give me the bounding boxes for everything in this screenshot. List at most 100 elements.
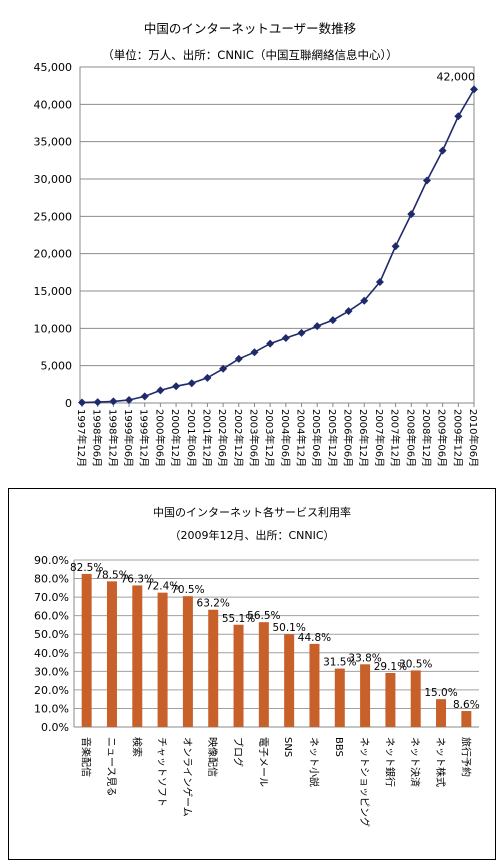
data-label: 44.8%: [298, 632, 331, 644]
y-tick-label: 50.0%: [34, 628, 69, 641]
chart-subtitle: （単位：万人、出所：CNNIC（中国互聯網絡信息中心））: [102, 48, 397, 62]
bar: [284, 634, 295, 727]
x-tick-label: ブログ: [232, 737, 245, 767]
x-tick-label: ネット決済: [409, 737, 422, 787]
data-label: 33.8%: [348, 652, 381, 664]
x-tick-label: 2008年12月: [420, 409, 433, 467]
bar: [410, 670, 421, 727]
data-point: [266, 339, 275, 348]
plot-area: [79, 66, 475, 404]
y-tick-label: 25,000: [34, 210, 73, 223]
y-tick-label: 0: [65, 397, 72, 410]
data-point: [109, 397, 118, 406]
x-tick-label: 電子メール: [257, 737, 269, 787]
y-tick-label: 40,000: [34, 98, 73, 111]
x-tick-label: オンラインゲーム: [181, 737, 193, 817]
y-tick-label: 30.0%: [34, 665, 69, 678]
data-point: [140, 392, 149, 401]
chart-subtitle: （2009年12月、出所：CNNIC）: [169, 528, 334, 542]
x-tick-label: 2001年06月: [185, 409, 198, 467]
bar: [233, 624, 244, 727]
data-point: [250, 348, 259, 357]
x-tick-label: 2002年12月: [232, 409, 245, 467]
x-tick-label: ネット銀行: [383, 737, 396, 787]
data-point: [125, 396, 134, 405]
x-tick-label: 2006年06月: [342, 409, 355, 467]
x-tick-label: 2003年12月: [263, 409, 276, 467]
y-tick-label: 10.0%: [34, 702, 69, 715]
data-label: 50.1%: [272, 622, 305, 634]
x-tick-label: ネット株式: [434, 737, 447, 787]
data-point: [234, 354, 243, 363]
data-point: [454, 112, 463, 121]
data-point: [297, 328, 306, 337]
bar: [360, 664, 371, 727]
data-point: [93, 398, 102, 407]
data-point: [344, 307, 353, 316]
data-label: 56.5%: [247, 610, 280, 622]
x-tick-label: 2010年06月: [467, 409, 480, 467]
y-tick-label: 80.0%: [34, 573, 69, 586]
x-tick-label: 2004年06月: [279, 409, 292, 467]
data-point: [219, 364, 228, 373]
y-tick-label: 5,000: [41, 360, 73, 373]
data-label: 30.5%: [399, 658, 432, 670]
x-tick-label: 2008年06月: [404, 409, 417, 467]
y-tick-label: 30,000: [34, 173, 73, 186]
bar: [208, 609, 219, 727]
x-tick-label: ネット小説: [307, 737, 320, 787]
x-tick-label: 旅行予約: [459, 737, 472, 777]
y-tick-label: 90.0%: [34, 554, 69, 567]
bar: [81, 573, 92, 727]
x-tick-label: 1998年12月: [106, 409, 119, 467]
y-tick-label: 40.0%: [34, 647, 69, 660]
y-tick-label: 10,000: [34, 322, 73, 335]
bar: [132, 585, 143, 727]
data-point: [422, 176, 431, 185]
data-label: 78.5%: [95, 569, 128, 581]
data-label: 8.6%: [453, 699, 480, 711]
x-tick-label: ニュース見る: [105, 737, 117, 797]
data-point: [470, 85, 478, 94]
data-point: [313, 322, 322, 331]
x-tick-label: 1999年12月: [138, 409, 151, 467]
bar: [309, 643, 320, 727]
x-tick-label: 2004年12月: [295, 409, 308, 467]
x-tick-label: 2007年06月: [373, 409, 386, 467]
data-point: [281, 334, 290, 343]
x-tick-label: 2009年12月: [451, 409, 464, 467]
data-point: [187, 379, 196, 388]
line-chart-svg: 中国のインターネットユーザー数推移 （単位：万人、出所：CNNIC（中国互聯網絡…: [34, 21, 481, 467]
y-tick-label: 60.0%: [34, 610, 69, 623]
x-tick-label: 2007年12月: [389, 409, 402, 467]
y-tick-label: 0.0%: [41, 721, 69, 734]
data-label: 63.2%: [197, 598, 230, 610]
x-tick-label: 映像配信: [206, 737, 218, 777]
data-point: [203, 373, 212, 382]
x-tick-label: 2000年06月: [153, 409, 166, 467]
x-tick-label: 2003年06月: [247, 409, 260, 467]
data-point: [375, 278, 384, 287]
data-label: 29.1%: [374, 661, 407, 673]
x-tick-label: 2005年06月: [310, 409, 323, 467]
x-tick-label: チャットソフト: [156, 737, 168, 807]
data-point: [407, 210, 416, 219]
data-point: [328, 316, 337, 325]
x-tick-label: SNS: [282, 737, 293, 757]
data-point: [391, 242, 400, 251]
y-tick-label: 20,000: [34, 248, 73, 261]
y-tick-label: 70.0%: [34, 591, 69, 604]
x-tick-label: 2005年12月: [326, 409, 339, 467]
bar: [461, 711, 472, 727]
data-point: [438, 146, 447, 155]
data-label: 82.5%: [70, 562, 103, 574]
bar-chart-svg: 中国のインターネット各サービス利用率 （2009年12月、出所：CNNIC） 0…: [34, 505, 480, 827]
data-label: 31.5%: [323, 657, 356, 669]
bar: [334, 668, 345, 727]
bar: [182, 596, 193, 727]
data-point: [78, 398, 86, 407]
x-tick-label: 1999年06月: [122, 409, 135, 467]
chart-title: 中国のインターネット各サービス利用率: [153, 505, 351, 519]
chart-title: 中国のインターネットユーザー数推移: [144, 21, 356, 36]
data-label: 76.3%: [121, 573, 154, 585]
